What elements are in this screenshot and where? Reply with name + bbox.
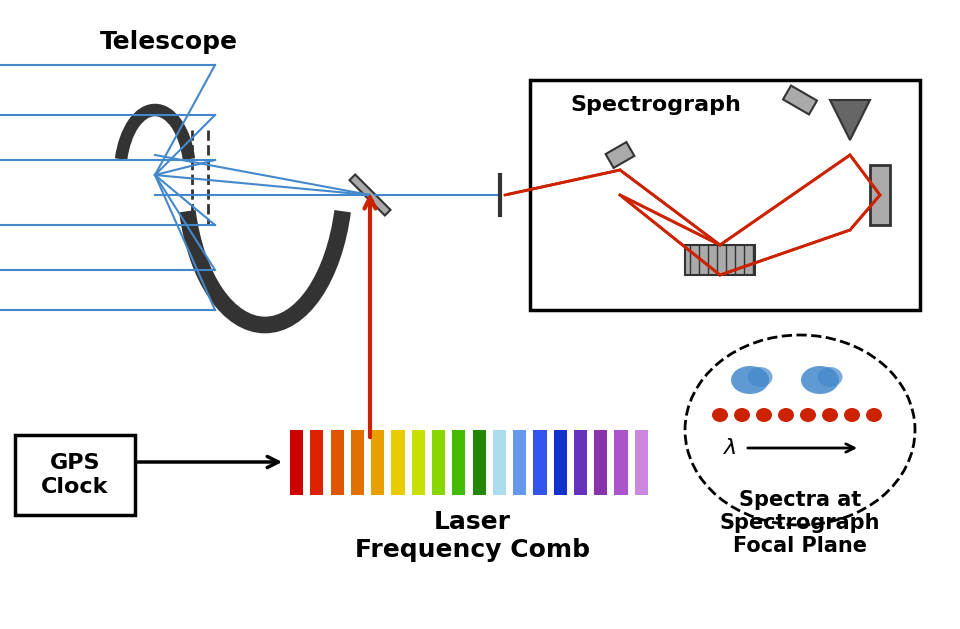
FancyBboxPatch shape — [452, 430, 466, 495]
FancyBboxPatch shape — [614, 430, 628, 495]
Ellipse shape — [822, 408, 838, 422]
Ellipse shape — [712, 408, 728, 422]
FancyBboxPatch shape — [412, 430, 425, 495]
Ellipse shape — [801, 366, 839, 394]
Text: Spectrograph: Spectrograph — [570, 95, 741, 115]
Ellipse shape — [685, 335, 915, 525]
Ellipse shape — [866, 408, 882, 422]
FancyBboxPatch shape — [635, 430, 648, 495]
FancyBboxPatch shape — [685, 245, 755, 275]
Ellipse shape — [778, 408, 794, 422]
FancyBboxPatch shape — [350, 430, 364, 495]
FancyBboxPatch shape — [783, 86, 817, 114]
FancyBboxPatch shape — [513, 430, 526, 495]
Ellipse shape — [748, 367, 773, 387]
Text: $\lambda$: $\lambda$ — [723, 438, 737, 458]
Ellipse shape — [818, 367, 843, 387]
FancyBboxPatch shape — [530, 80, 920, 310]
Text: Telescope: Telescope — [100, 30, 238, 54]
FancyBboxPatch shape — [432, 430, 445, 495]
FancyBboxPatch shape — [534, 430, 546, 495]
FancyBboxPatch shape — [349, 174, 391, 216]
FancyBboxPatch shape — [492, 430, 506, 495]
Text: GPS
Clock: GPS Clock — [41, 454, 108, 497]
Ellipse shape — [734, 408, 750, 422]
FancyBboxPatch shape — [870, 165, 890, 225]
Ellipse shape — [756, 408, 772, 422]
FancyBboxPatch shape — [392, 430, 404, 495]
FancyBboxPatch shape — [310, 430, 324, 495]
Text: Spectra at
Spectrograph
Focal Plane: Spectra at Spectrograph Focal Plane — [720, 490, 880, 557]
FancyBboxPatch shape — [554, 430, 566, 495]
Ellipse shape — [731, 366, 769, 394]
Ellipse shape — [800, 408, 816, 422]
Polygon shape — [830, 100, 870, 140]
FancyBboxPatch shape — [15, 435, 135, 515]
FancyBboxPatch shape — [574, 430, 588, 495]
FancyBboxPatch shape — [290, 430, 303, 495]
Text: Laser
Frequency Comb: Laser Frequency Comb — [355, 510, 590, 562]
FancyBboxPatch shape — [594, 430, 608, 495]
FancyBboxPatch shape — [472, 430, 486, 495]
FancyBboxPatch shape — [372, 430, 384, 495]
FancyBboxPatch shape — [330, 430, 344, 495]
FancyBboxPatch shape — [606, 142, 635, 168]
Ellipse shape — [844, 408, 860, 422]
